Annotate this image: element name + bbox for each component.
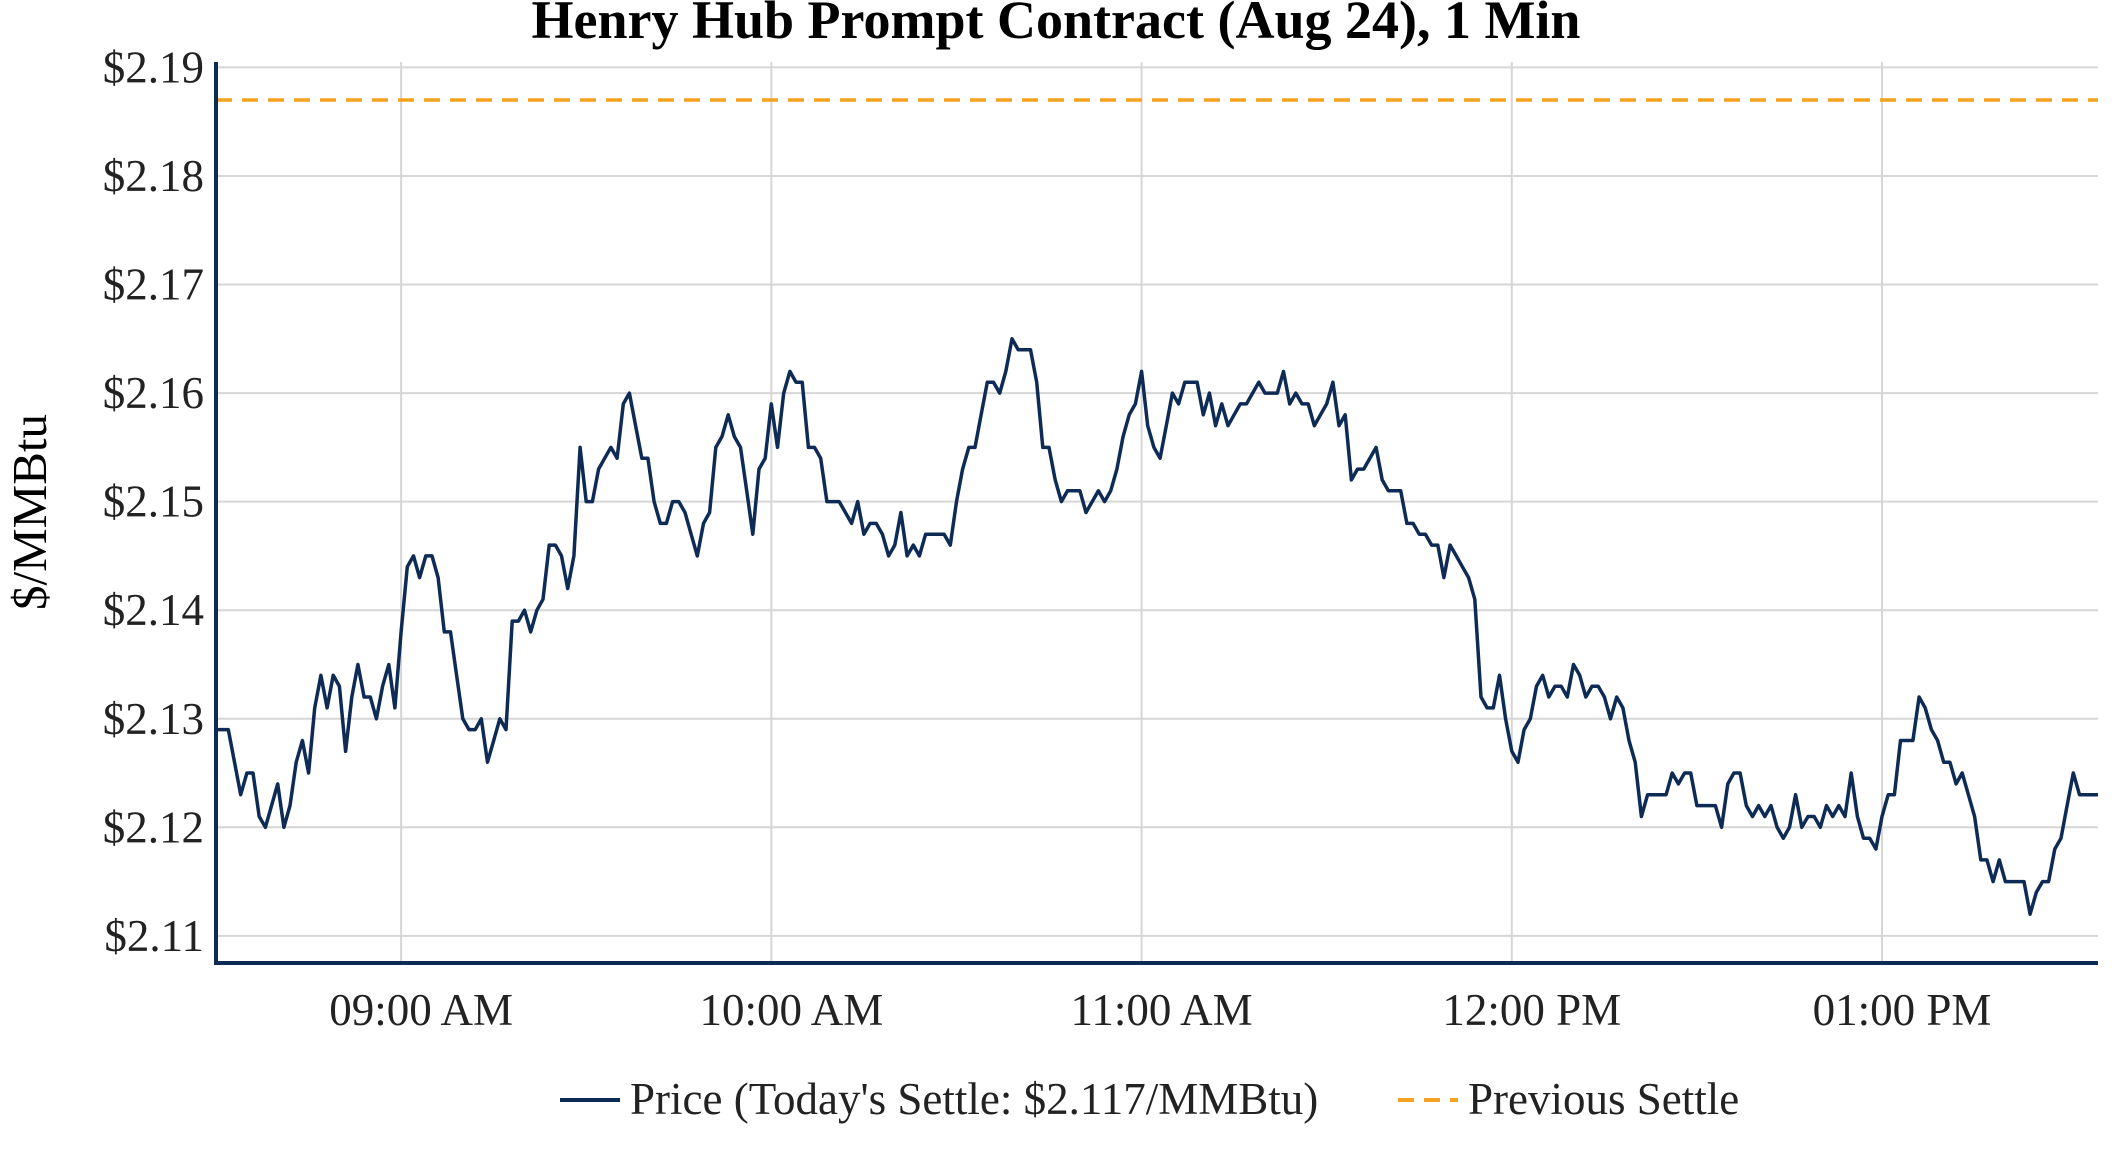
y-tick-label: $2.18 bbox=[103, 151, 204, 201]
y-tick-label: $2.12 bbox=[103, 802, 204, 852]
y-tick-label: $2.14 bbox=[103, 585, 204, 635]
y-axis-label: $/MMBtu bbox=[2, 414, 57, 610]
legend-previous-settle-label: Previous Settle bbox=[1468, 1074, 1739, 1124]
price-series-line bbox=[216, 337, 2098, 916]
x-tick-label: 12:00 PM bbox=[1442, 985, 1621, 1035]
legend-price-label: Price (Today's Settle: $2.117/MMBtu) bbox=[630, 1074, 1318, 1124]
y-tick-label: $2.16 bbox=[103, 368, 204, 418]
grid bbox=[216, 62, 2098, 963]
series-layer bbox=[216, 337, 2098, 916]
axes bbox=[214, 62, 2098, 965]
y-tick-label: $2.15 bbox=[103, 477, 204, 527]
x-tick-label: 01:00 PM bbox=[1813, 985, 1992, 1035]
y-tick-label: $2.13 bbox=[103, 694, 204, 744]
legend: Price (Today's Settle: $2.117/MMBtu) Prev… bbox=[560, 1074, 1739, 1124]
chart-title: Henry Hub Prompt Contract (Aug 24), 1 Mi… bbox=[532, 0, 1581, 50]
y-tick-label: $2.19 bbox=[103, 42, 204, 92]
x-tick-label: 11:00 AM bbox=[1071, 985, 1253, 1035]
y-tick-labels: $2.11 $2.12 $2.13 $2.14 $2.15 $2.16 $2.17 $2.18… bbox=[103, 42, 204, 960]
x-tick-labels: 09:00 AM 10:00 AM 11:00 AM 12:00 PM 01:00 PM bbox=[329, 985, 1991, 1035]
x-tick-label: 09:00 AM bbox=[329, 985, 513, 1035]
x-tick-label: 10:00 AM bbox=[699, 985, 883, 1035]
y-tick-label: $2.11 bbox=[104, 911, 204, 961]
y-tick-label: $2.17 bbox=[103, 260, 204, 310]
